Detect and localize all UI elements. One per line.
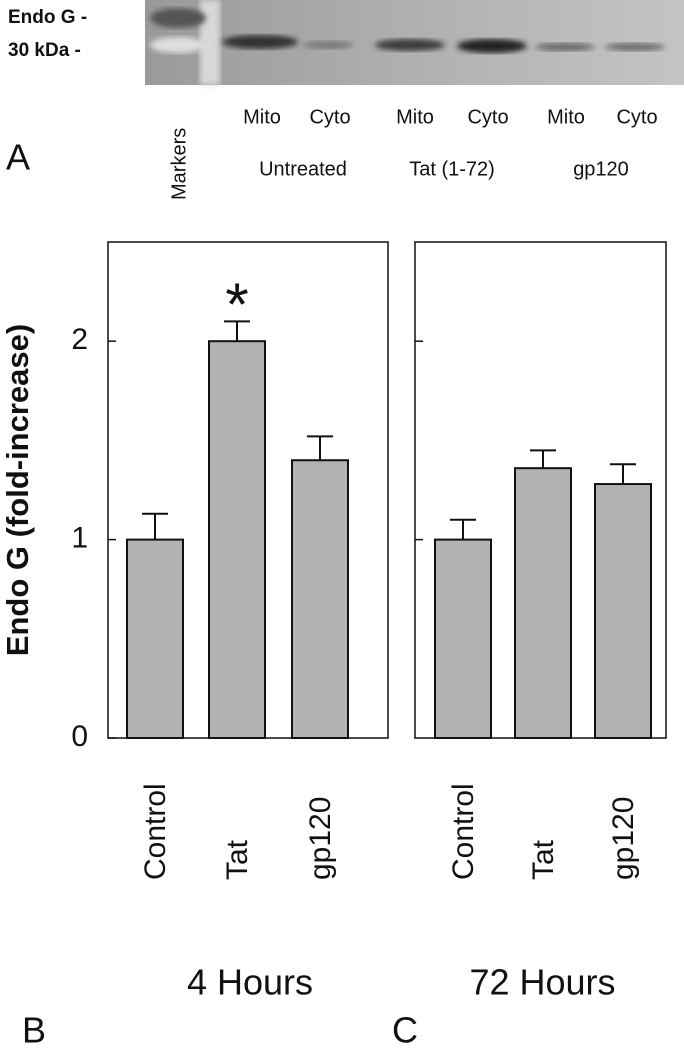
bar: [291, 459, 349, 739]
lane-label: Markers: [168, 128, 190, 200]
y-tick-label: 2: [71, 323, 88, 356]
panel-label: B: [22, 1010, 46, 1050]
marker-label: Endo G -: [8, 7, 87, 28]
group-label: Untreated: [259, 158, 347, 180]
panel-label: C: [392, 1010, 418, 1050]
subtitle: 72 Hours: [469, 962, 615, 1003]
x-tick-label: gp120: [304, 797, 337, 880]
y-tick-label: 1: [71, 522, 88, 555]
bar: [594, 483, 652, 739]
y-tick-label: 0: [71, 720, 88, 753]
x-tick-label: Tat: [221, 839, 254, 880]
panel-label: A: [6, 137, 30, 178]
bar: [514, 467, 572, 739]
group-label: Tat (1-72): [409, 158, 495, 180]
lane-label: Mito: [396, 106, 434, 128]
annotation: *: [225, 271, 248, 338]
x-tick-label: Control: [139, 783, 172, 880]
lane-label: Cyto: [616, 106, 657, 128]
lane-label: Mito: [243, 106, 281, 128]
marker-label: 30 kDa -: [8, 40, 81, 61]
group-label: gp120: [573, 158, 629, 180]
blot-image: [145, 0, 684, 85]
bar: [126, 538, 184, 739]
lane-label: Cyto: [467, 106, 508, 128]
lane-label: Mito: [547, 106, 585, 128]
y-axis-label: Endo G (fold-increase): [0, 324, 35, 656]
subtitle: 4 Hours: [187, 962, 313, 1003]
bar: [208, 340, 266, 739]
lane-label: Cyto: [309, 106, 350, 128]
x-tick-label: Control: [447, 783, 480, 880]
x-tick-label: Tat: [527, 839, 560, 880]
x-tick-label: gp120: [607, 797, 640, 880]
bar: [434, 538, 492, 739]
